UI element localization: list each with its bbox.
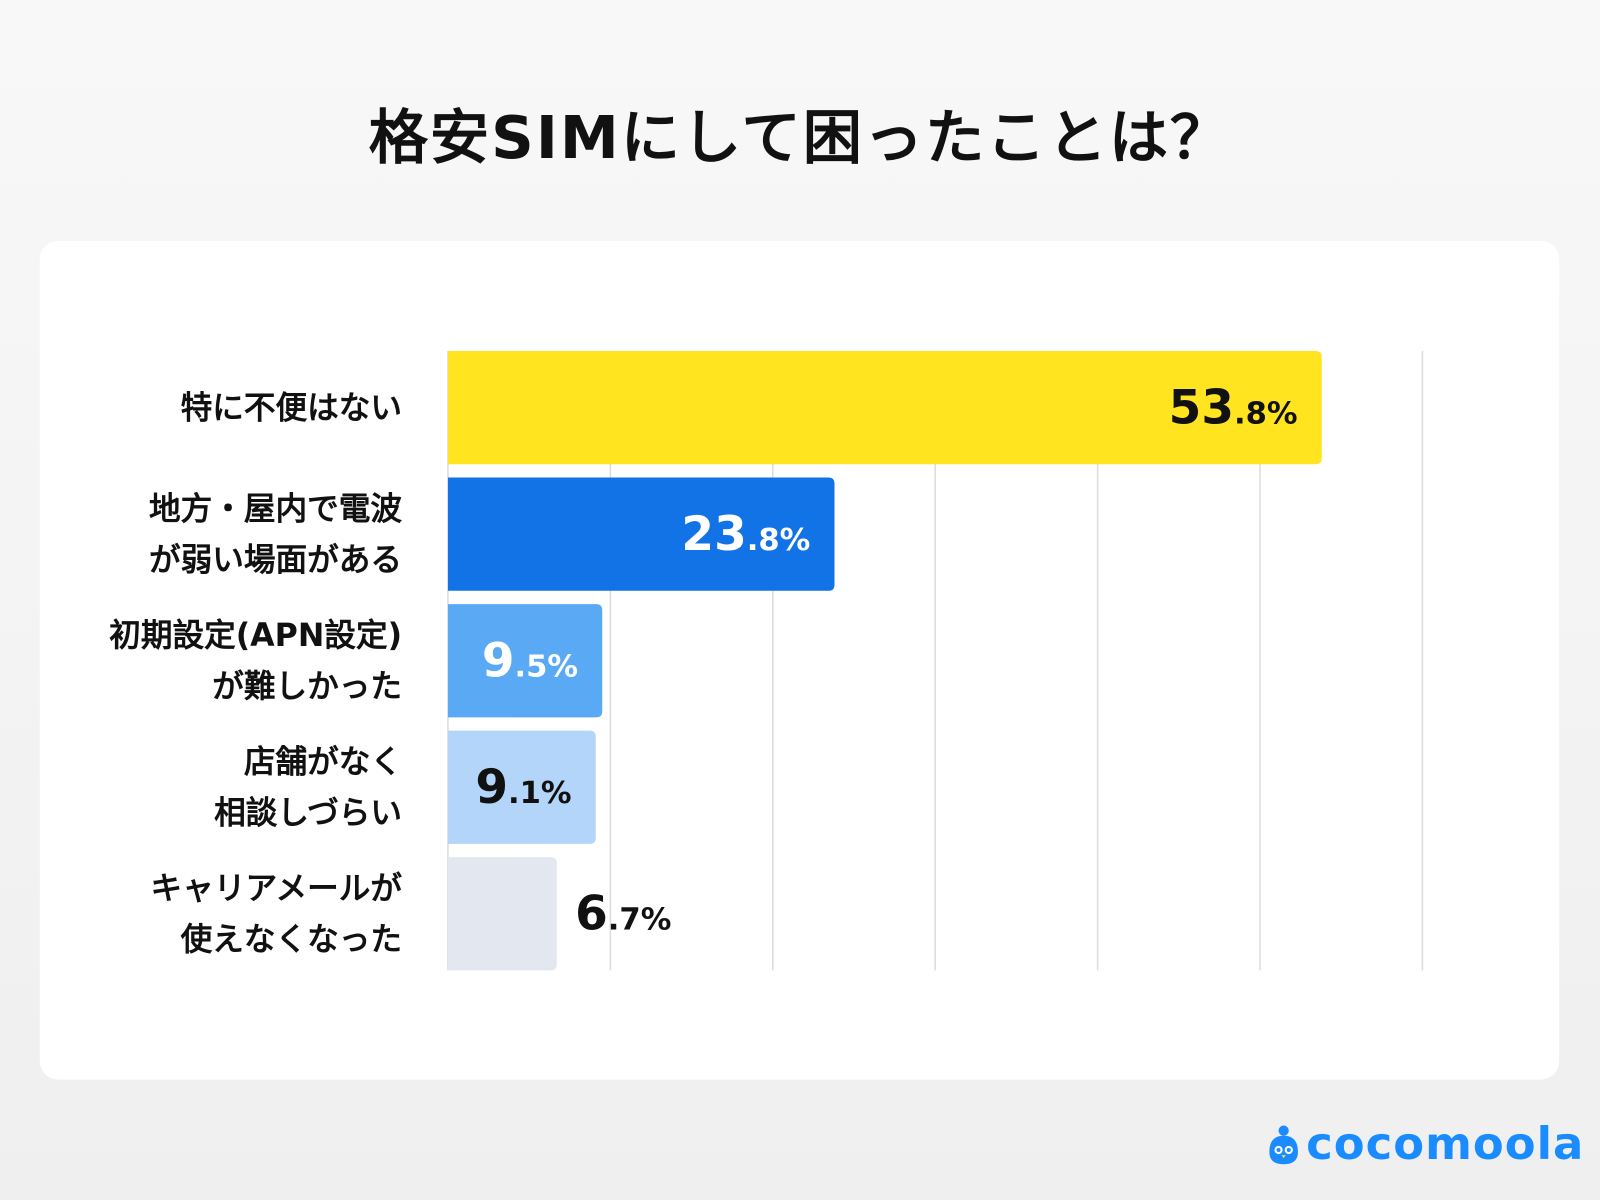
data-label-integer: 9 [475, 758, 508, 814]
data-label-decimal: .7% [607, 901, 672, 938]
category-label: 地方・屋内で電波 が弱い場面がある [149, 483, 402, 585]
category-label-line: 店舗がなく [243, 743, 403, 781]
mascot-icon [1269, 1124, 1298, 1164]
data-label-integer: 53 [1168, 379, 1234, 435]
page-title: 格安SIMにして困ったことは？ [368, 103, 1232, 173]
data-label: 9.5% [482, 636, 578, 683]
category-label-line: 使えなくなった [180, 920, 403, 958]
category-label-line: キャリアメールが [150, 869, 403, 907]
category-label-line: が弱い場面がある [148, 541, 403, 579]
cocomoola-logo: cocomoola [1265, 1118, 1584, 1170]
category-label: 店舗がなく相談しづらい [214, 736, 402, 838]
data-label-decimal: .8% [1233, 395, 1298, 432]
category-label: 特に不便はない [181, 382, 402, 433]
bar [447, 351, 1322, 465]
category-label-line: 特に不便はない [180, 389, 403, 427]
category-label-line: が難しかった [212, 667, 403, 705]
data-label: 9.1% [475, 763, 571, 810]
data-label-integer: 9 [481, 632, 515, 688]
brand-name: cocomoola [1306, 1118, 1585, 1171]
data-label-decimal: .1% [507, 774, 572, 811]
bar [447, 730, 596, 844]
category-label-line: 相談しづらい [214, 794, 403, 832]
data-label-integer: 23 [681, 505, 747, 561]
data-label-decimal: .8% [746, 521, 811, 558]
category-label-line: 初期設定(APN設定) [109, 616, 403, 654]
category-label-line: 地方・屋内で電波 [148, 490, 403, 528]
bar [447, 604, 603, 718]
category-label: 初期設定(APN設定) が難しかった [109, 610, 402, 712]
data-label: 53.8% [1169, 383, 1298, 430]
data-label: 6.7% [575, 889, 671, 936]
category-label: キャリアメールが使えなくなった [151, 863, 402, 965]
data-label-decimal: .5% [514, 648, 579, 685]
data-label-integer: 6 [575, 885, 608, 941]
bar [447, 477, 835, 591]
bar [447, 857, 557, 971]
data-label: 23.8% [681, 510, 810, 557]
